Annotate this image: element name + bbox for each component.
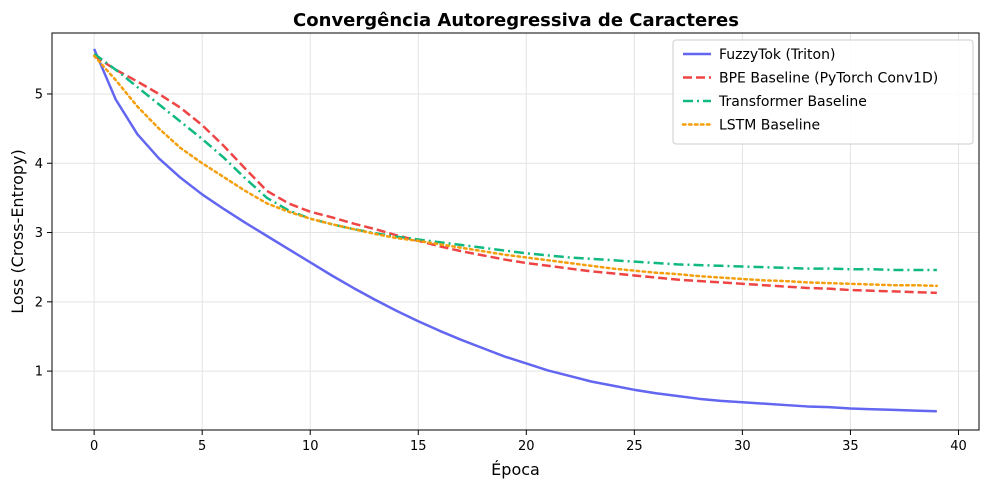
y-tick-label: 5: [35, 87, 43, 102]
series-line: [92, 54, 939, 288]
legend-label: LSTM Baseline: [719, 118, 820, 134]
x-tick-label: 5: [198, 439, 206, 454]
chart-title: Convergência Autoregressiva de Caractere…: [293, 10, 739, 31]
legend-label: BPE Baseline (PyTorch Conv1D): [719, 71, 938, 87]
series-line: [93, 52, 937, 272]
series-lines: [92, 48, 939, 413]
axis-ticks: 0 5 10 15 20 25 30 35 40 1 2 3 4 5: [35, 87, 967, 454]
x-tick-label: 15: [410, 439, 427, 454]
x-tick-label: 35: [842, 439, 859, 454]
legend-label: FuzzyTok (Triton): [719, 47, 835, 63]
y-tick-label: 2: [35, 295, 43, 310]
legend-box: [672, 39, 974, 145]
x-tick-label: 25: [626, 439, 643, 454]
y-tick-label: 3: [35, 226, 43, 241]
legend: FuzzyTok (Triton) BPE Baseline (PyTorch C…: [672, 39, 974, 145]
x-tick-label: 40: [950, 439, 967, 454]
x-tick-label: 20: [518, 439, 535, 454]
y-tick-label: 4: [35, 157, 43, 172]
y-tick-label: 1: [35, 365, 43, 380]
x-tick-label: 0: [90, 439, 98, 454]
plot-area-frame: [51, 32, 980, 431]
y-axis-label: Loss (Cross-Entropy): [8, 149, 27, 313]
series-line: [92, 48, 937, 413]
x-axis-label: Época: [491, 460, 540, 479]
x-tick-label: 30: [734, 439, 751, 454]
x-tick-label: 10: [302, 439, 319, 454]
legend-label: Transformer Baseline: [718, 94, 867, 110]
series-line: [93, 54, 937, 295]
